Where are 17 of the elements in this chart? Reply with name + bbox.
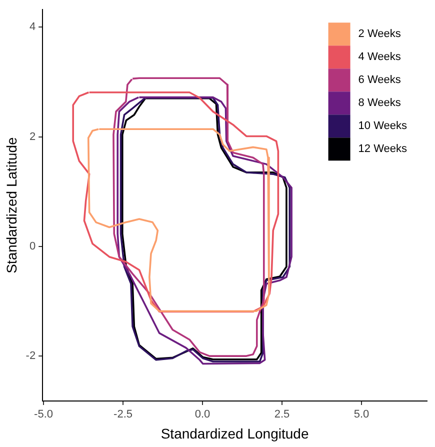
legend-label: 4 Weeks bbox=[358, 51, 402, 64]
x-tick-label: 2.5 bbox=[274, 408, 290, 421]
legend-label: 6 Weeks bbox=[358, 74, 402, 86]
y-tick-label: -2 bbox=[26, 350, 36, 362]
legend-label: 10 Weeks bbox=[358, 120, 408, 132]
legend-label: 2 Weeks bbox=[358, 28, 402, 40]
y-tick-label: 4 bbox=[29, 21, 36, 34]
x-tick-label: 0.0 bbox=[194, 408, 210, 421]
legend-label: 8 Weeks bbox=[358, 97, 402, 110]
x-axis-title: Standardized Longitude bbox=[160, 425, 309, 442]
x-tick-label: -2.5 bbox=[114, 408, 133, 421]
y-tick-label: 2 bbox=[29, 130, 36, 143]
y-tick-label: 0 bbox=[29, 240, 36, 252]
y-axis-title: Standardized Latitude bbox=[3, 136, 20, 274]
x-tick-label: 5.0 bbox=[354, 408, 370, 421]
x-tick-label: -5.0 bbox=[34, 408, 54, 421]
legend-label: 12 Weeks bbox=[358, 143, 408, 156]
